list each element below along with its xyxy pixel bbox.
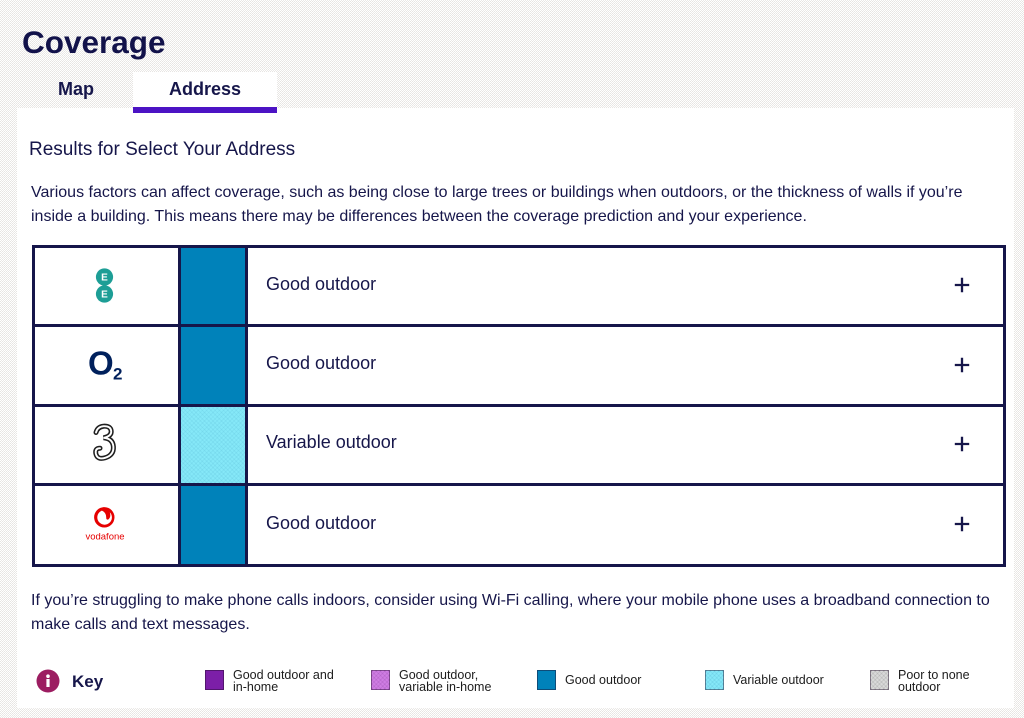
svg-text:E: E <box>101 273 108 284</box>
svg-text:O: O <box>88 345 114 382</box>
svg-text:vodafone: vodafone <box>85 532 124 543</box>
svg-text:E: E <box>101 290 108 301</box>
svg-text:2: 2 <box>113 365 122 384</box>
